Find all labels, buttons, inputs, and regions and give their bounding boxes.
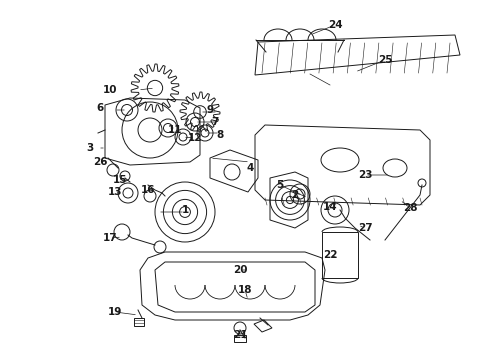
Text: 9: 9 xyxy=(206,105,214,115)
Text: 6: 6 xyxy=(97,103,103,113)
Text: 28: 28 xyxy=(403,203,417,213)
Text: 27: 27 xyxy=(358,223,372,233)
Text: 20: 20 xyxy=(233,265,247,275)
Bar xyxy=(234,335,246,342)
Text: 3: 3 xyxy=(86,143,94,153)
Text: 8: 8 xyxy=(217,130,223,140)
Text: 16: 16 xyxy=(141,185,155,195)
Text: 15: 15 xyxy=(113,175,127,185)
Text: 12: 12 xyxy=(188,133,202,143)
Bar xyxy=(134,318,144,326)
Bar xyxy=(322,232,358,278)
Text: 10: 10 xyxy=(103,85,117,95)
Text: 22: 22 xyxy=(323,250,337,260)
Text: 19: 19 xyxy=(108,307,122,317)
Text: 18: 18 xyxy=(238,285,252,295)
Text: 2: 2 xyxy=(292,190,298,200)
Text: 17: 17 xyxy=(103,233,117,243)
Text: 21: 21 xyxy=(233,330,247,340)
Text: 7: 7 xyxy=(211,117,219,127)
Text: 4: 4 xyxy=(246,163,254,173)
Text: 25: 25 xyxy=(378,55,392,65)
Text: 14: 14 xyxy=(323,202,337,212)
Text: 13: 13 xyxy=(108,187,122,197)
Text: 5: 5 xyxy=(276,180,284,190)
Text: 1: 1 xyxy=(181,205,189,215)
Text: 11: 11 xyxy=(168,125,182,135)
Text: 23: 23 xyxy=(358,170,372,180)
Text: 26: 26 xyxy=(93,157,107,167)
Text: 24: 24 xyxy=(328,20,343,30)
